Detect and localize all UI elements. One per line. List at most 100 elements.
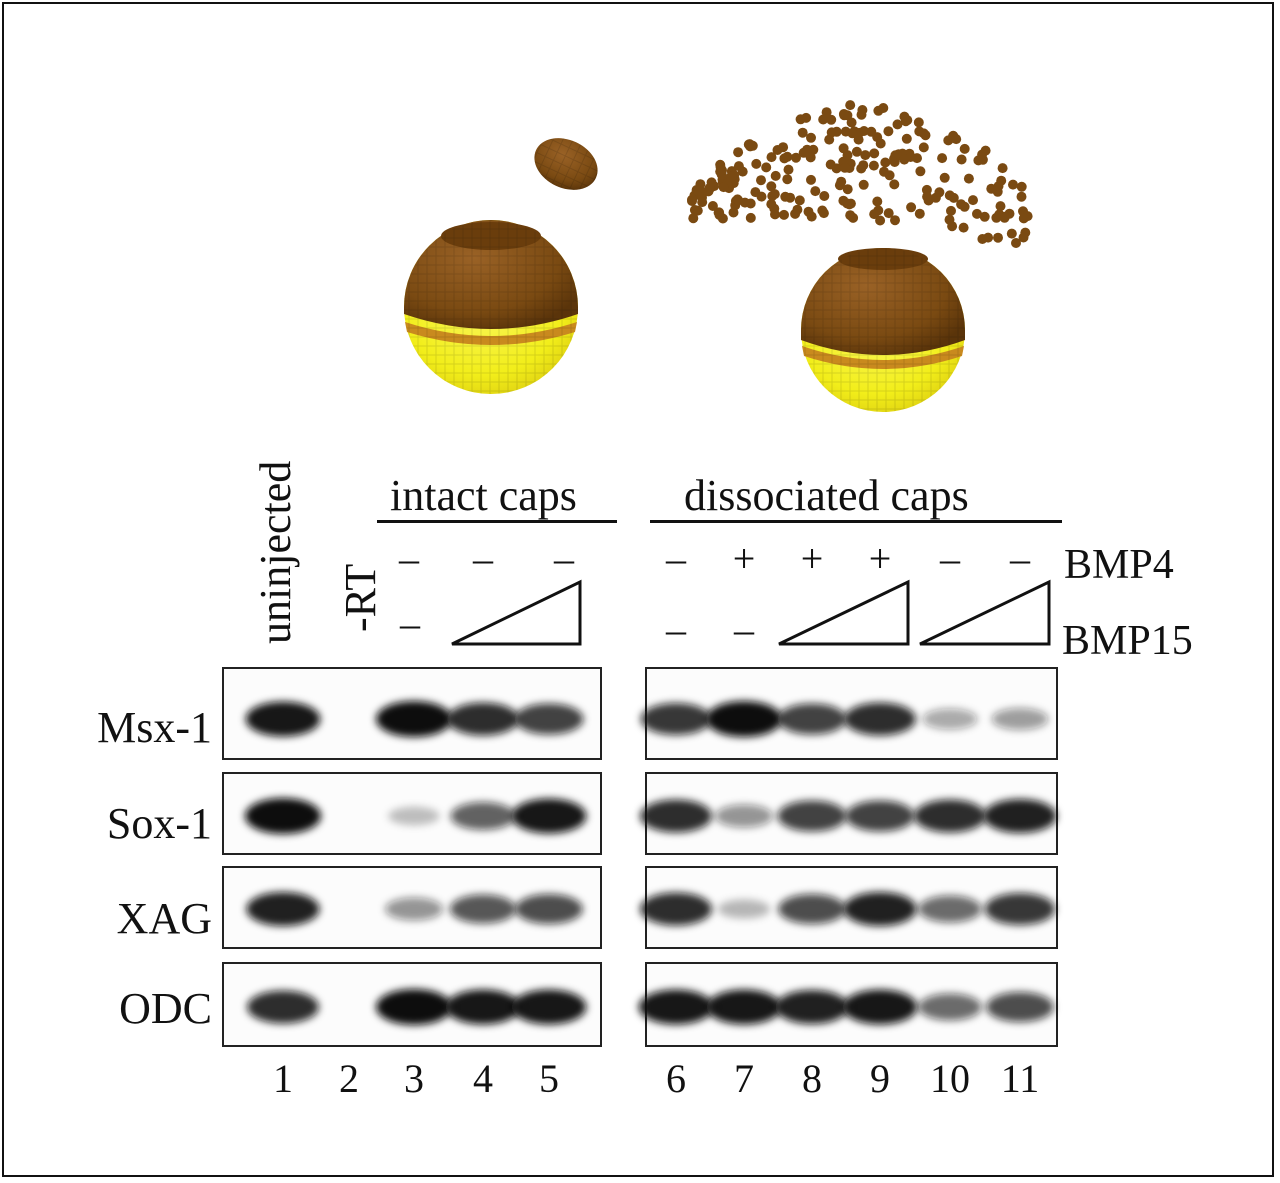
bmp4-sign-lane11: –: [1010, 536, 1030, 581]
label-dissociated-caps: dissociated caps: [684, 471, 969, 520]
dissociated-cell: [838, 143, 849, 154]
gel-band-msx1-lane6: [640, 703, 712, 735]
dissociated-cell: [846, 117, 857, 128]
dissociated-cap-embryo: [801, 248, 965, 412]
dissociated-cell: [1011, 238, 1021, 248]
dissociated-cell: [946, 205, 956, 216]
bmp4-sign-lane5: –: [554, 536, 574, 581]
dissociated-cell: [839, 162, 850, 173]
dissociated-cell: [806, 132, 816, 143]
dissociated-cell: [934, 187, 945, 198]
dissociated-cell: [697, 192, 707, 203]
dissociated-cell: [745, 198, 756, 209]
dissociated-cell: [692, 205, 703, 216]
dissociated-cell: [766, 152, 777, 163]
lane-number-7: 7: [734, 1056, 754, 1101]
lane-number-1: 1: [273, 1056, 293, 1101]
dissociated-cell: [718, 182, 729, 193]
dissociated-cell: [937, 153, 948, 164]
dissociated-cell: [770, 170, 781, 181]
dissociated-cell: [901, 133, 912, 144]
dissociated-cell: [889, 179, 900, 190]
gel-band-sox1-lane4: [450, 802, 516, 830]
gel-band-odc-lane4: [445, 989, 521, 1025]
dissociated-cell: [779, 209, 789, 220]
gel-band-msx1-lane5: [514, 703, 584, 735]
gel-band-odc-lane7: [706, 989, 782, 1025]
dissociated-cell: [1020, 227, 1031, 238]
bmp4-sign-lane7: +: [732, 536, 756, 581]
dissociated-cell: [1016, 191, 1027, 202]
embryo-illustration: [404, 100, 1033, 412]
dissociated-cell: [1016, 181, 1027, 192]
gel-band-xag-lane4: [449, 894, 517, 924]
dissociated-cell: [834, 180, 845, 191]
gel-band-sox1-lane8: [777, 800, 847, 832]
dissociated-cell: [922, 191, 933, 202]
dissociated-cell: [968, 195, 978, 206]
dissociated-cell: [872, 196, 883, 207]
excised-cap: [534, 138, 598, 190]
dissociated-cell: [899, 111, 910, 122]
dissociated-cell: [761, 162, 772, 173]
gel-band-xag-lane1: [246, 892, 320, 926]
dissociated-cell: [806, 211, 817, 222]
dissociated-cell: [889, 157, 900, 167]
dissociated-cell: [687, 194, 697, 205]
gene-label-xag: XAG: [116, 894, 212, 943]
gene-label-odc: ODC: [119, 984, 212, 1033]
gel-band-odc-lane11: [986, 992, 1054, 1022]
dissociated-cell: [782, 174, 793, 185]
bmp15-sign-lane3: –: [400, 601, 420, 646]
dissociated-cell: [868, 160, 879, 171]
bmp4-sign-lane6: –: [666, 536, 686, 581]
intact-caps-bracket: [377, 520, 617, 523]
dissociated-cell: [848, 212, 859, 223]
dissociated-cell: [906, 202, 917, 213]
dissociated-cell: [769, 189, 780, 200]
dissociated-cell: [918, 142, 929, 153]
gel-band-sox1-lane7: [715, 804, 773, 828]
label-bmp4: BMP4: [1064, 542, 1174, 588]
dissociated-cell: [979, 211, 990, 222]
dissociated-cell: [851, 146, 862, 157]
dissociated-cell: [1006, 228, 1017, 239]
gel-band-sox1-lane10: [914, 799, 986, 833]
dissociated-cell: [744, 139, 755, 150]
bmp4-sign-lane8: +: [800, 536, 824, 581]
dissociated-cell: [944, 190, 955, 201]
gel-band-odc-lane5: [511, 989, 587, 1025]
dissociated-cell: [842, 184, 853, 195]
dissociated-cell: [939, 172, 950, 183]
dissociated-cell: [831, 126, 842, 137]
bmp15-sign-lane7: –: [734, 607, 754, 652]
dissociated-cell: [715, 166, 726, 177]
label-bmp15: BMP15: [1062, 618, 1193, 664]
gene-label-sox1: Sox-1: [106, 799, 212, 848]
dissociated-cell: [858, 179, 869, 190]
lane-number-5: 5: [539, 1056, 559, 1101]
dissociated-cell: [884, 170, 895, 181]
dissociated-cell: [791, 152, 801, 163]
bmp15-wedge-dissociated: [919, 579, 1051, 646]
lane-number-11: 11: [1000, 1056, 1040, 1101]
lane-number-4: 4: [473, 1056, 493, 1101]
dissociated-cell: [845, 198, 856, 209]
gel-band-xag-lane3: [385, 897, 443, 921]
intact-cap-embryo: [404, 220, 578, 394]
bmp15-wedge-intact: [451, 579, 582, 646]
dissociated-cell: [972, 208, 982, 219]
gel-band-msx1-lane3: [376, 701, 452, 737]
dissociated-cell: [770, 209, 780, 220]
gel-band-xag-lane9: [843, 892, 917, 926]
dissociated-cell: [756, 175, 766, 186]
gel-band-xag-lane6: [640, 892, 712, 926]
gel-band-sox1-lane9: [845, 800, 915, 832]
dissociated-cell: [783, 164, 794, 175]
dissociated-cell: [959, 143, 970, 154]
gel-band-odc-lane1: [247, 990, 319, 1024]
dissociated-cell: [856, 109, 867, 120]
gel-band-sox1-lane11: [983, 799, 1057, 833]
dissociated-cell: [977, 234, 988, 244]
dissociated-cell: [920, 130, 931, 141]
